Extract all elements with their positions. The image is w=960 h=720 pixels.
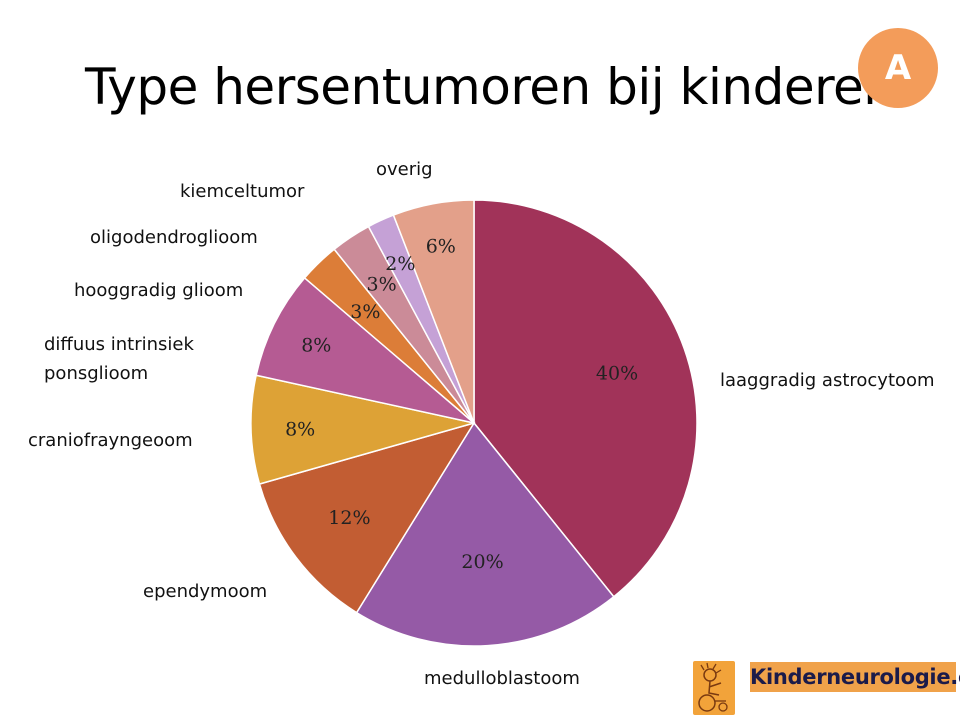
slice-percent-label: 20%: [461, 551, 503, 573]
logo-icon: [693, 661, 735, 715]
pie-slice: [473, 199, 698, 598]
slice-percent-label: 2%: [385, 253, 415, 275]
slice-category-label: oligodendroglioom: [90, 227, 258, 248]
pie-slice: [255, 276, 475, 424]
slice-category-label: hooggradig glioom: [74, 280, 243, 301]
section-badge: A: [858, 28, 938, 108]
pie-slice: [250, 374, 475, 485]
slice-percent-label: 6%: [426, 235, 456, 257]
slice-category-label: overig: [376, 159, 433, 180]
slice-percent-label: 8%: [301, 334, 331, 356]
site-logo-text[interactable]: Kinderneurologie.eu: [750, 662, 960, 692]
slice-percent-label: 12%: [328, 507, 370, 529]
chart-title: Type hersentumoren bij kinderen: [85, 58, 895, 116]
slice-category-label: diffuus intrinsiek ponsglioom: [44, 334, 194, 384]
slice-category-label: medulloblastoom: [424, 668, 580, 689]
slice-percent-label: 3%: [350, 301, 380, 323]
slice-percent-label: 3%: [367, 274, 397, 296]
pie-slice: [392, 199, 475, 424]
slice-category-label: ependymoom: [143, 581, 267, 602]
pie-slice: [258, 421, 476, 614]
slice-category-label: laaggradig astrocytoom: [720, 370, 935, 391]
slice-percent-label: 8%: [285, 418, 315, 440]
pie-slice: [355, 421, 615, 647]
slice-category-label: kiemceltumor: [180, 181, 305, 202]
slice-category-label: craniofrayngeoom: [28, 430, 193, 451]
slice-percent-label: 40%: [596, 363, 638, 385]
